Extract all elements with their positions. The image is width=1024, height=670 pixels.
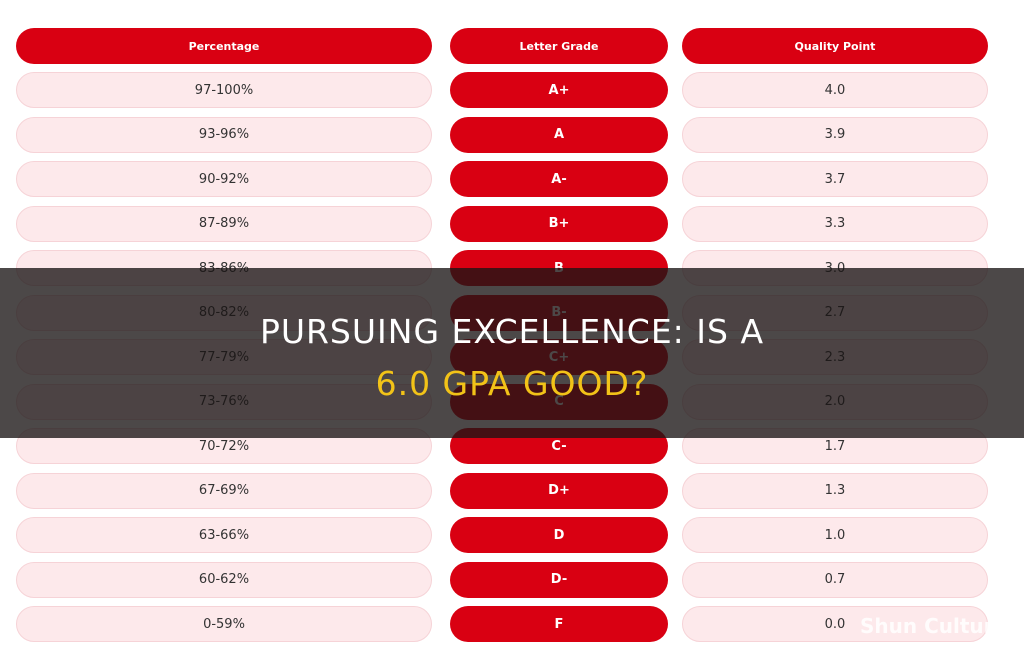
table-cell: 90-92% bbox=[16, 161, 432, 197]
table-cell: 3.3 bbox=[682, 205, 988, 242]
watermark: Shun Culture bbox=[860, 614, 1008, 638]
table-cell: 93-96% bbox=[16, 116, 432, 153]
table-cell: A- bbox=[450, 161, 668, 197]
header-cell: Percentage bbox=[16, 28, 432, 64]
header-cell: Letter Grade bbox=[450, 28, 668, 64]
table-cell: A bbox=[450, 116, 668, 153]
table-cell: 0.0 bbox=[682, 606, 988, 642]
table-cell: 63-66% bbox=[16, 517, 432, 553]
table-cell: 1.3 bbox=[682, 472, 988, 509]
table-cell: 60-62% bbox=[16, 561, 432, 598]
table-cell: 97-100% bbox=[16, 72, 432, 108]
table-cell: 87-89% bbox=[16, 205, 432, 242]
table-cell: D- bbox=[450, 561, 668, 598]
table-cell: 67-69% bbox=[16, 472, 432, 509]
title-banner: PURSUING EXCELLENCE: IS A 6.0 GPA GOOD? bbox=[0, 268, 1024, 438]
table-cell: 0-59% bbox=[16, 606, 432, 642]
header-cell: Quality Point bbox=[682, 28, 988, 64]
table-cell: 3.7 bbox=[682, 161, 988, 197]
table-cell: 1.0 bbox=[682, 517, 988, 553]
banner-line: 6.0 GPA GOOD? bbox=[375, 364, 649, 403]
table-cell: D bbox=[450, 517, 668, 553]
table-cell: 0.7 bbox=[682, 561, 988, 598]
table-cell: F bbox=[450, 606, 668, 642]
table-cell: 4.0 bbox=[682, 72, 988, 108]
banner-line: PURSUING EXCELLENCE: IS A bbox=[259, 312, 765, 351]
table-cell: 3.9 bbox=[682, 116, 988, 153]
table-cell: D+ bbox=[450, 472, 668, 509]
table-cell: A+ bbox=[450, 72, 668, 108]
table-cell: B+ bbox=[450, 205, 668, 242]
